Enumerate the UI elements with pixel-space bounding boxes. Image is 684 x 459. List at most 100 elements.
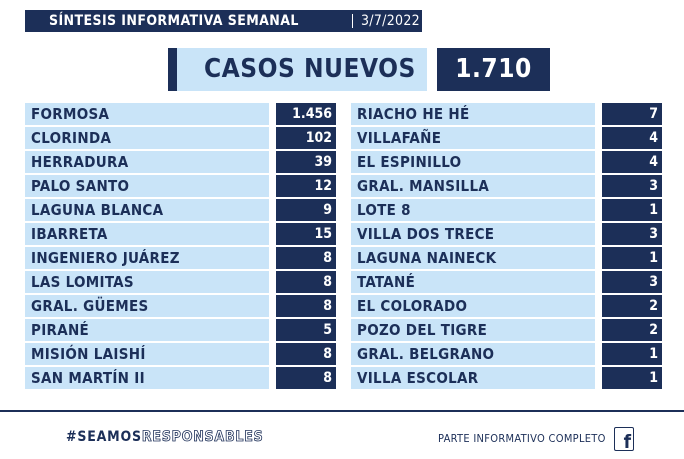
- locality-value-box: [276, 175, 336, 197]
- locality-name: LAS LOMITAS: [31, 273, 134, 291]
- locality-cases: 4: [649, 154, 658, 170]
- locality-name: CLORINDA: [31, 129, 112, 147]
- facebook-icon[interactable]: f: [614, 427, 634, 452]
- new-cases-value: 1.710: [455, 54, 532, 84]
- locality-value-box: [276, 319, 336, 341]
- locality-name-box: [351, 247, 595, 269]
- locality-row: VILLA ESCOLAR 1: [351, 367, 662, 391]
- locality-cases: 4: [649, 130, 658, 146]
- locality-cases: 8: [323, 298, 332, 314]
- locality-value-box: [276, 247, 336, 269]
- locality-name: PALO SANTO: [31, 177, 130, 195]
- locality-row: PALO SANTO 12: [25, 175, 336, 199]
- locality-name-box: [25, 103, 269, 125]
- locality-row: PIRANÉ 5: [25, 319, 336, 343]
- locality-name: MISIÓN LAISHÍ: [31, 345, 146, 363]
- locality-cases: 5: [323, 322, 332, 338]
- locality-cases: 1: [649, 370, 658, 386]
- locality-name-box: [351, 223, 595, 245]
- header-divider: [352, 14, 353, 28]
- locality-name-box: [351, 199, 595, 221]
- locality-row: LAGUNA NAINECK 1: [351, 247, 662, 271]
- locality-cases: 7: [649, 106, 658, 122]
- locality-row: SAN MARTÍN II 8: [25, 367, 336, 391]
- locality-value-box: [602, 247, 662, 269]
- locality-name-box: [351, 295, 595, 317]
- locality-value-box: [602, 343, 662, 365]
- locality-value-box: [276, 295, 336, 317]
- locality-value-box: [276, 199, 336, 221]
- locality-name-box: [25, 223, 269, 245]
- locality-value-box: [276, 103, 336, 125]
- locality-row: EL ESPINILLO 4: [351, 151, 662, 175]
- locality-name: RIACHO HE HÉ: [357, 105, 470, 123]
- locality-value-box: [602, 151, 662, 173]
- locality-name: GRAL. MANSILLA: [357, 177, 490, 195]
- locality-row: INGENIERO JUÁREZ 8: [25, 247, 336, 271]
- locality-cases: 1.456: [292, 106, 332, 122]
- locality-name-box: [25, 271, 269, 293]
- locality-value-box: [276, 343, 336, 365]
- locality-cases: 15: [314, 226, 332, 242]
- locality-value-box: [276, 223, 336, 245]
- locality-cases: 12: [314, 178, 332, 194]
- locality-name-box: [25, 367, 269, 389]
- locality-value-box: [602, 223, 662, 245]
- locality-value-box: [602, 103, 662, 125]
- locality-cases: 8: [323, 370, 332, 386]
- locality-name: GRAL. GÜEMES: [31, 297, 149, 315]
- locality-name: EL ESPINILLO: [357, 153, 462, 171]
- report-title: SÍNTESIS INFORMATIVA SEMANAL: [49, 13, 299, 29]
- locality-name: EL COLORADO: [357, 297, 468, 315]
- locality-value-box: [276, 367, 336, 389]
- full-report-link[interactable]: PARTE INFORMATIVO COMPLETO: [438, 432, 606, 445]
- locality-cases: 8: [323, 274, 332, 290]
- locality-name: POZO DEL TIGRE: [357, 321, 488, 339]
- locality-value-box: [602, 127, 662, 149]
- locality-value-box: [276, 151, 336, 173]
- locality-value-box: [602, 367, 662, 389]
- hashtag: #SEAMOSRESPONSABLES: [66, 429, 264, 446]
- new-cases-value-box: [437, 48, 550, 91]
- locality-name-box: [351, 271, 595, 293]
- footer-divider: [0, 410, 684, 412]
- locality-name-box: [25, 295, 269, 317]
- locality-name: FORMOSA: [31, 105, 110, 123]
- locality-name-box: [351, 343, 595, 365]
- locality-cases: 8: [323, 250, 332, 266]
- locality-name: VILLAFAÑE: [357, 129, 442, 147]
- locality-name: LAGUNA NAINECK: [357, 249, 497, 267]
- locality-cases: 3: [649, 178, 658, 194]
- locality-value-box: [276, 271, 336, 293]
- locality-cases: 1: [649, 346, 658, 362]
- hashtag-light: RESPONSABLES: [141, 429, 264, 446]
- locality-name-box: [25, 247, 269, 269]
- locality-name-box: [351, 175, 595, 197]
- locality-row: HERRADURA 39: [25, 151, 336, 175]
- locality-name: PIRANÉ: [31, 321, 90, 339]
- locality-row: CLORINDA 102: [25, 127, 336, 151]
- locality-value-box: [602, 271, 662, 293]
- locality-name: TATANÉ: [357, 273, 416, 291]
- locality-name-box: [25, 199, 269, 221]
- locality-name-box: [25, 319, 269, 341]
- hashtag-bold: #SEAMOS: [66, 429, 142, 445]
- report-date: 3/7/2022: [361, 13, 420, 29]
- locality-value-box: [602, 319, 662, 341]
- locality-name: IBARRETA: [31, 225, 108, 243]
- locality-name-box: [351, 319, 595, 341]
- locality-name: LAGUNA BLANCA: [31, 201, 164, 219]
- locality-name: VILLA DOS TRECE: [357, 225, 495, 243]
- locality-cases: 39: [314, 154, 332, 170]
- locality-name: LOTE 8: [357, 201, 411, 219]
- locality-name-box: [351, 151, 595, 173]
- locality-row: GRAL. BELGRANO 1: [351, 343, 662, 367]
- locality-name: VILLA ESCOLAR: [357, 369, 479, 387]
- locality-value-box: [602, 175, 662, 197]
- locality-name: INGENIERO JUÁREZ: [31, 249, 180, 267]
- locality-row: LAS LOMITAS 8: [25, 271, 336, 295]
- locality-row: POZO DEL TIGRE 2: [351, 319, 662, 343]
- locality-row: LAGUNA BLANCA 9: [25, 199, 336, 223]
- locality-row: MISIÓN LAISHÍ 8: [25, 343, 336, 367]
- localities-left-column: FORMOSA 1.456 CLORINDA 102 HERRADURA 39 PAL…: [25, 103, 336, 391]
